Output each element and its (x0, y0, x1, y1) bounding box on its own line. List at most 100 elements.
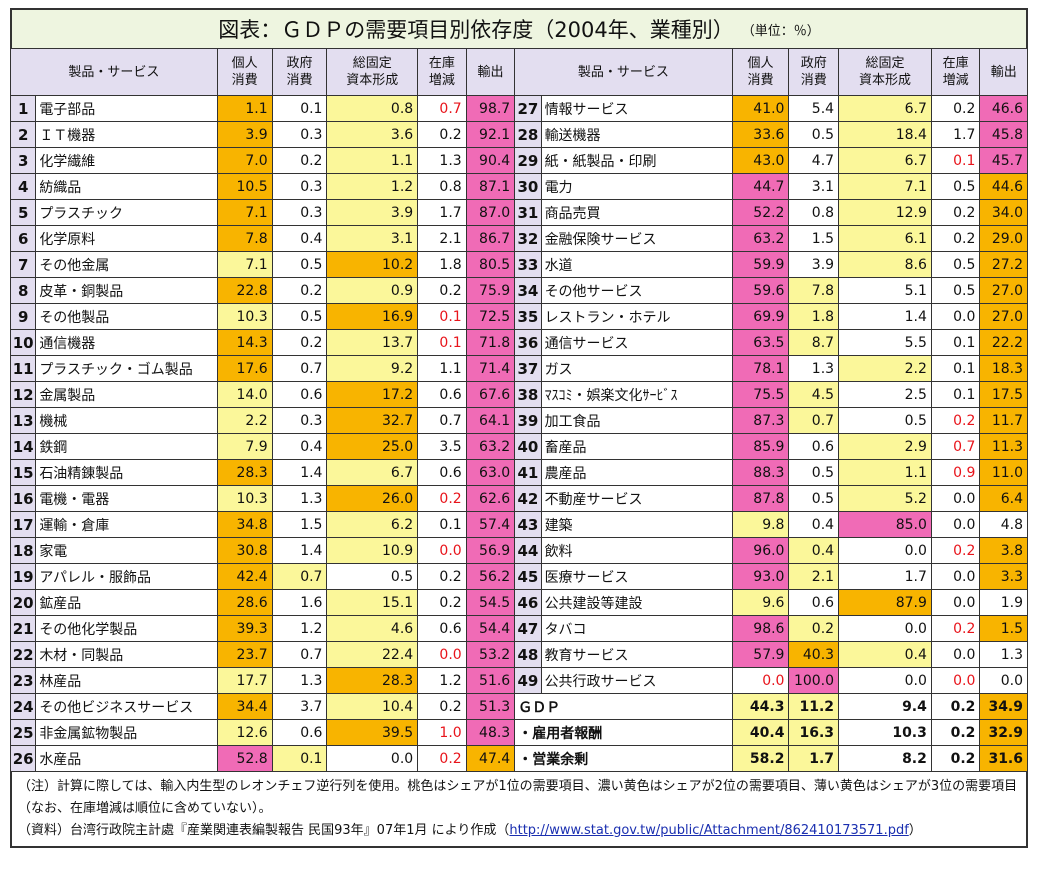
table-row: 19 アパレル・服飾品 42.4 0.7 0.5 0.2 56.2 45 医療サービス 93.0 2… (9, 563, 1028, 590)
value-cell: 0.0 (930, 667, 981, 694)
value-cell: 0.1 (271, 95, 328, 122)
value-cell: 34.0 (979, 199, 1028, 226)
report-panel: 図表：ＧＤＰの需要項目別依存度（2004年、業種別） （単位：％） 製品・サービ… (9, 8, 1028, 848)
value-cell: 27.0 (979, 277, 1028, 304)
value-cell: 72.5 (465, 303, 516, 330)
value-cell: 0.2 (417, 589, 467, 616)
value-cell: 75.5 (731, 381, 790, 408)
value-cell: 0.1 (930, 355, 981, 382)
source-link[interactable]: http://www.stat.gov.tw/public/Attachment… (509, 823, 909, 838)
table-row: 11 プラスチック・ゴム製品 17.6 0.7 9.2 1.1 71.4 37 ガス 78.1 1.… (9, 355, 1028, 382)
product-name: 公共建設等建設 (540, 589, 733, 616)
value-cell: 0.5 (271, 303, 328, 330)
row-number: 3 (9, 147, 37, 174)
value-cell: 1.2 (271, 615, 328, 642)
product-name: 建築 (540, 511, 733, 538)
value-cell: 9.6 (731, 589, 790, 616)
row-number: 5 (9, 199, 37, 226)
value-cell: 0.6 (417, 459, 467, 486)
value-cell: 87.9 (838, 589, 932, 616)
row-number: 34 (514, 277, 542, 304)
value-cell: 18.4 (838, 121, 932, 148)
row-number: 9 (9, 303, 37, 330)
value-cell: 0.0 (979, 667, 1028, 694)
product-name: その他サービス (540, 277, 733, 304)
value-cell: 44.7 (731, 173, 790, 200)
value-cell: 59.9 (731, 251, 790, 278)
value-cell: 5.2 (838, 485, 932, 512)
value-cell: 56.2 (465, 563, 516, 590)
product-name: 公共行政サービス (540, 667, 733, 694)
value-cell: 92.1 (465, 121, 516, 148)
value-cell: 43.0 (731, 147, 790, 174)
value-cell: 0.3 (271, 199, 328, 226)
table-row: 15 石油精錬製品 28.3 1.4 6.7 0.6 63.0 41 農産品 88.3 0.5 1.1… (9, 459, 1028, 486)
value-cell: 7.1 (216, 251, 273, 278)
row-number: 30 (514, 173, 542, 200)
value-cell: 47.4 (465, 745, 516, 772)
value-cell: 52.8 (216, 745, 273, 772)
value-cell: 23.7 (216, 641, 273, 668)
table-row: 22 木材・同製品 23.7 0.7 22.4 0.0 53.2 48 教育サービス 57.9 40… (9, 641, 1028, 668)
row-number: 41 (514, 459, 542, 486)
table-row: 23 林産品 17.7 1.3 28.3 1.2 51.6 49 公共行政サービス 0.0 100.… (9, 667, 1028, 694)
value-cell: 1.4 (271, 537, 328, 564)
value-cell: 3.8 (979, 537, 1028, 564)
value-cell: 0.3 (271, 173, 328, 200)
product-name: レストラン・ホテル (540, 303, 733, 330)
table-row: 6 化学原料 7.8 0.4 3.1 2.1 86.7 32 金融保険サービス 63.2 1.5 6.… (9, 225, 1028, 252)
product-name: プラスチック・ゴム製品 (35, 355, 218, 382)
value-cell: 1.0 (417, 719, 467, 746)
product-name: 鉄鋼 (35, 433, 218, 460)
row-number: 16 (9, 485, 37, 512)
value-cell: 0.6 (417, 615, 467, 642)
value-cell: 93.0 (731, 563, 790, 590)
value-cell: 87.8 (731, 485, 790, 512)
value-cell: 52.2 (731, 199, 790, 226)
row-number: 7 (9, 251, 37, 278)
value-cell: 71.4 (465, 355, 516, 382)
value-cell: 45.8 (979, 121, 1028, 148)
value-cell: 2.1 (788, 563, 840, 590)
value-cell: 11.2 (788, 693, 840, 720)
value-cell: 8.7 (788, 329, 840, 356)
table-row: 4 紡織品 10.5 0.3 1.2 0.8 87.1 30 電力 44.7 3.1 7.1 0.5 44… (9, 173, 1028, 200)
value-cell: 2.2 (838, 355, 932, 382)
value-cell: 7.1 (216, 199, 273, 226)
value-cell: 0.1 (930, 381, 981, 408)
value-cell: 1.1 (417, 355, 467, 382)
value-cell: 28.3 (216, 459, 273, 486)
row-number: 23 (9, 667, 37, 694)
row-number: 12 (9, 381, 37, 408)
product-name: 金融保険サービス (540, 225, 733, 252)
value-cell: 63.2 (731, 225, 790, 252)
value-cell: 29.0 (979, 225, 1028, 252)
value-cell: 27.0 (979, 303, 1028, 330)
summary-label: ＧＤＰ (514, 693, 733, 720)
value-cell: 64.1 (465, 407, 516, 434)
value-cell: 1.3 (417, 147, 467, 174)
value-cell: 12.9 (838, 199, 932, 226)
value-cell: 0.1 (930, 329, 981, 356)
product-name: アパレル・服飾品 (35, 563, 218, 590)
value-cell: 0.4 (271, 433, 328, 460)
product-name: その他金属 (35, 251, 218, 278)
product-name: 皮革・銅製品 (35, 277, 218, 304)
value-cell: 7.1 (838, 173, 932, 200)
product-name: 紙・紙製品・印刷 (540, 147, 733, 174)
value-cell: 6.4 (979, 485, 1028, 512)
value-cell: 0.4 (788, 511, 840, 538)
value-cell: 3.5 (417, 433, 467, 460)
table-row: 25 非金属鉱物製品 12.6 0.6 39.5 1.0 48.3 ・雇用者報酬 40.4 16.… (9, 719, 1028, 746)
value-cell: 0.5 (930, 277, 981, 304)
value-cell: 5.4 (788, 95, 840, 122)
value-cell: 0.0 (930, 303, 981, 330)
row-number: 48 (514, 641, 542, 668)
value-cell: 0.3 (271, 407, 328, 434)
row-number: 8 (9, 277, 37, 304)
table-row: 20 鉱産品 28.6 1.6 15.1 0.2 54.5 46 公共建設等建設 9.6 0.6 87… (9, 589, 1028, 616)
value-cell: 40.4 (731, 719, 790, 746)
table-row: 9 その他製品 10.3 0.5 16.9 0.1 72.5 35 レストラン・ホテル 69.9 1… (9, 303, 1028, 330)
value-cell: 0.7 (417, 407, 467, 434)
value-cell: 1.5 (271, 511, 328, 538)
